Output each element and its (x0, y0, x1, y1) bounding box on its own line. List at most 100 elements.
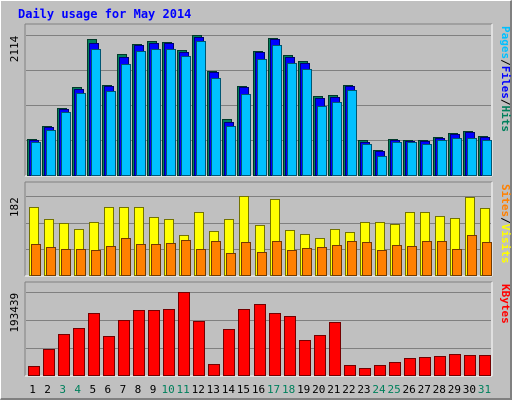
bar-sites-day-16 (257, 252, 267, 276)
bar-kbytes-day-21 (329, 322, 341, 376)
x-tick-label-day-23: 23 (357, 383, 370, 396)
bar-kbytes-day-14 (223, 329, 235, 376)
x-tick-label-day-6: 6 (105, 383, 112, 396)
bar-kbytes-day-16 (254, 304, 266, 376)
x-tick-label-day-28: 28 (433, 383, 446, 396)
x-tick-label-day-14: 14 (222, 383, 236, 396)
bar-pages-day-9 (151, 49, 161, 176)
bar-kbytes-day-5 (88, 313, 100, 376)
bar-sites-day-29 (452, 249, 462, 276)
bar-pages-day-25 (392, 142, 402, 176)
x-tick-label-day-8: 8 (135, 383, 142, 396)
visits-sites-panel: 182 Sites/Visits (8, 181, 512, 277)
bar-sites-day-3 (61, 249, 71, 276)
x-tick-label-day-17: 17 (267, 383, 280, 396)
bar-sites-day-13 (211, 241, 221, 276)
bar-sites-day-1 (31, 244, 41, 276)
bar-kbytes-day-9 (148, 310, 160, 376)
bar-pages-day-24 (377, 156, 387, 176)
bar-pages-day-27 (422, 144, 432, 176)
bar-sites-day-26 (407, 246, 417, 276)
bar-kbytes-day-10 (163, 309, 175, 376)
bar-pages-day-3 (61, 112, 71, 176)
bar-pages-day-29 (452, 138, 462, 176)
x-tick-label-day-2: 2 (44, 383, 51, 396)
bar-pages-day-10 (166, 49, 176, 176)
bar-sites-day-22 (347, 241, 357, 276)
kbytes-panel: 193439 KBytes (8, 281, 512, 377)
legend-pages: Pages (499, 26, 512, 59)
x-tick-label-day-9: 9 (150, 383, 157, 396)
x-tick-label-day-1: 1 (29, 383, 36, 396)
bar-sites-day-21 (332, 245, 342, 276)
legend-files: Files (499, 66, 512, 99)
bar-pages-day-13 (211, 78, 221, 176)
bar-kbytes-day-30 (464, 355, 476, 376)
bar-sites-day-28 (437, 241, 447, 276)
x-tick-label-day-5: 5 (89, 383, 96, 396)
bar-kbytes-day-22 (344, 365, 356, 376)
legend-visits: Visits (499, 224, 512, 264)
bar-pages-day-22 (347, 90, 357, 176)
bar-sites-day-5 (91, 250, 101, 276)
x-tick-label-day-15: 15 (237, 383, 250, 396)
x-tick-label-day-7: 7 (120, 383, 127, 396)
bar-kbytes-day-18 (284, 316, 296, 376)
x-tick-label-day-3: 3 (59, 383, 66, 396)
bar-kbytes-day-11 (178, 292, 190, 376)
bar-sites-day-14 (226, 253, 236, 276)
x-tick-label-day-13: 13 (207, 383, 220, 396)
bar-sites-day-25 (392, 245, 402, 276)
bar-pages-day-31 (482, 140, 492, 176)
bar-sites-day-10 (166, 243, 176, 276)
bar-kbytes-day-25 (389, 362, 401, 376)
x-tick-label-day-30: 30 (463, 383, 476, 396)
bar-sites-day-17 (272, 241, 282, 276)
bar-sites-day-31 (482, 242, 492, 276)
bar-sites-day-6 (106, 246, 116, 276)
bar-pages-day-19 (302, 69, 312, 176)
bar-kbytes-day-24 (374, 365, 386, 376)
legend-hits: Hits (499, 106, 512, 133)
bar-kbytes-day-2 (43, 349, 55, 376)
bar-sites-day-27 (422, 241, 432, 276)
legend-sep: / (499, 59, 512, 66)
bar-pages-day-5 (91, 49, 101, 176)
bar-pages-day-12 (196, 41, 206, 176)
bar-pages-day-21 (332, 102, 342, 176)
bar-pages-day-18 (287, 63, 297, 176)
bar-pages-day-20 (317, 106, 327, 176)
x-tick-label-day-31: 31 (478, 383, 491, 396)
legend-sep: / (499, 217, 512, 224)
bar-kbytes-day-20 (314, 335, 326, 376)
x-tick-label-day-21: 21 (327, 383, 340, 396)
bar-pages-day-15 (241, 94, 251, 176)
bar-pages-day-17 (272, 45, 282, 176)
legend-kbytes: KBytes (499, 284, 512, 324)
bar-pages-day-14 (226, 126, 236, 176)
bar-kbytes-day-23 (359, 368, 371, 376)
bar-sites-day-20 (317, 247, 327, 276)
bar-kbytes-day-15 (238, 309, 250, 376)
bar-kbytes-day-6 (103, 336, 115, 376)
bar-sites-day-19 (302, 248, 312, 276)
bar-pages-day-28 (437, 140, 447, 176)
bar-pages-day-2 (46, 130, 56, 176)
x-tick-label-day-26: 26 (403, 383, 416, 396)
bar-kbytes-day-13 (208, 364, 220, 376)
bar-sites-day-4 (76, 249, 86, 276)
bar-sites-day-11 (181, 240, 191, 276)
x-tick-label-day-29: 29 (448, 383, 461, 396)
y-max-label: 182 (8, 197, 21, 217)
bar-kbytes-day-3 (58, 334, 70, 376)
bar-kbytes-day-1 (28, 366, 40, 376)
bar-sites-day-7 (121, 238, 131, 276)
x-tick-label-day-10: 10 (161, 383, 174, 396)
x-tick-label-day-11: 11 (177, 383, 190, 396)
bar-sites-day-15 (241, 242, 251, 276)
bar-pages-day-30 (467, 138, 477, 176)
bar-kbytes-day-19 (299, 340, 311, 376)
bar-kbytes-day-7 (118, 320, 130, 376)
bar-sites-day-30 (467, 235, 477, 276)
